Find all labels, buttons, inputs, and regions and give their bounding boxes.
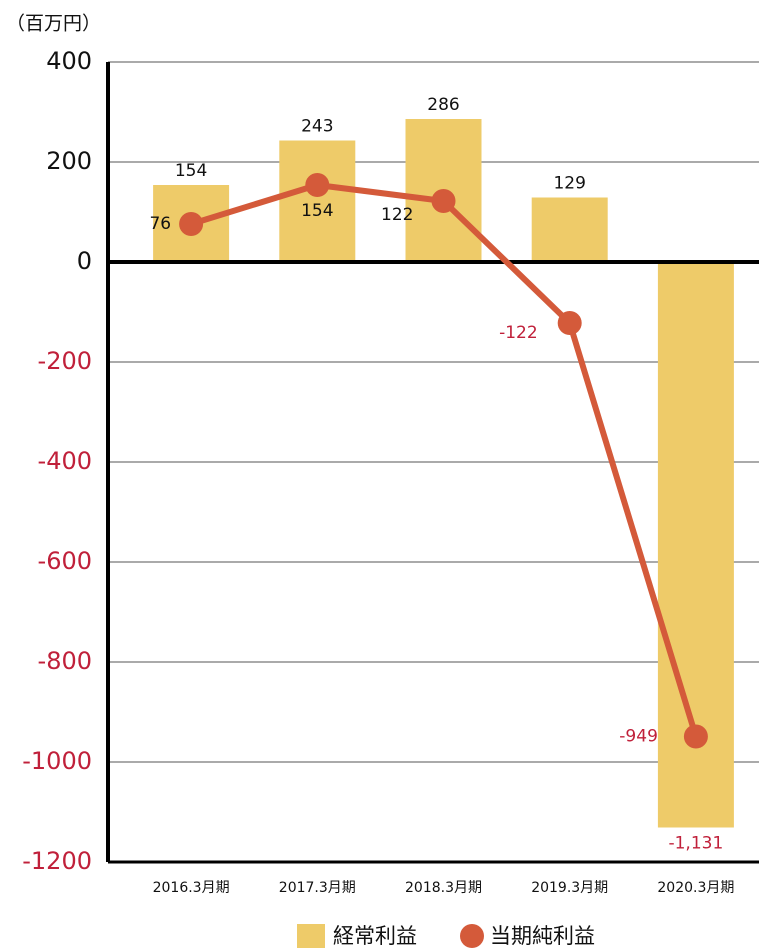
y-tick-label: -200: [38, 347, 92, 375]
line-point: [431, 189, 456, 213]
bar-value-label: 129: [553, 174, 585, 194]
y-tick-label: -400: [38, 447, 92, 475]
line-value-label: 122: [381, 205, 413, 225]
bar-value-label: -1,131: [668, 834, 723, 854]
line-point: [179, 212, 204, 236]
line-value-label: 76: [149, 214, 171, 234]
bar-value-label: 286: [427, 95, 459, 115]
bar-value-label: 243: [301, 117, 333, 137]
line: [190, 182, 699, 738]
unit-label: （百万円）: [6, 13, 101, 35]
bar: [531, 197, 608, 262]
line-value-label: -122: [499, 323, 538, 343]
y-tick-label: -800: [38, 647, 92, 675]
bar: [279, 140, 356, 262]
x-tick-label: 2018.3月期: [405, 880, 482, 896]
x-tick-label: 2020.3月期: [657, 880, 734, 896]
y-tick-label: -1000: [22, 747, 92, 775]
x-tick-label: 2019.3月期: [531, 880, 608, 896]
line-point: [683, 724, 708, 749]
line-value-label: 154: [301, 201, 333, 221]
x-tick-label: 2017.3月期: [279, 880, 356, 896]
legend-swatch: [460, 924, 484, 948]
y-tick-label: 0: [77, 247, 92, 275]
line-point: [305, 173, 330, 197]
bar-value-label: 154: [175, 161, 207, 181]
line-value-label: -949: [619, 727, 658, 747]
x-tick-label: 2016.3月期: [153, 880, 230, 896]
y-tick-label: -600: [38, 547, 92, 575]
legend-swatch: [297, 924, 325, 948]
y-tick-label: 400: [46, 47, 92, 75]
line-point: [557, 311, 582, 335]
legend-label: 経常利益: [333, 924, 417, 948]
y-tick-label: 200: [46, 147, 92, 175]
y-tick-label: -1200: [22, 847, 92, 875]
legend-label: 当期純利益: [490, 924, 595, 948]
